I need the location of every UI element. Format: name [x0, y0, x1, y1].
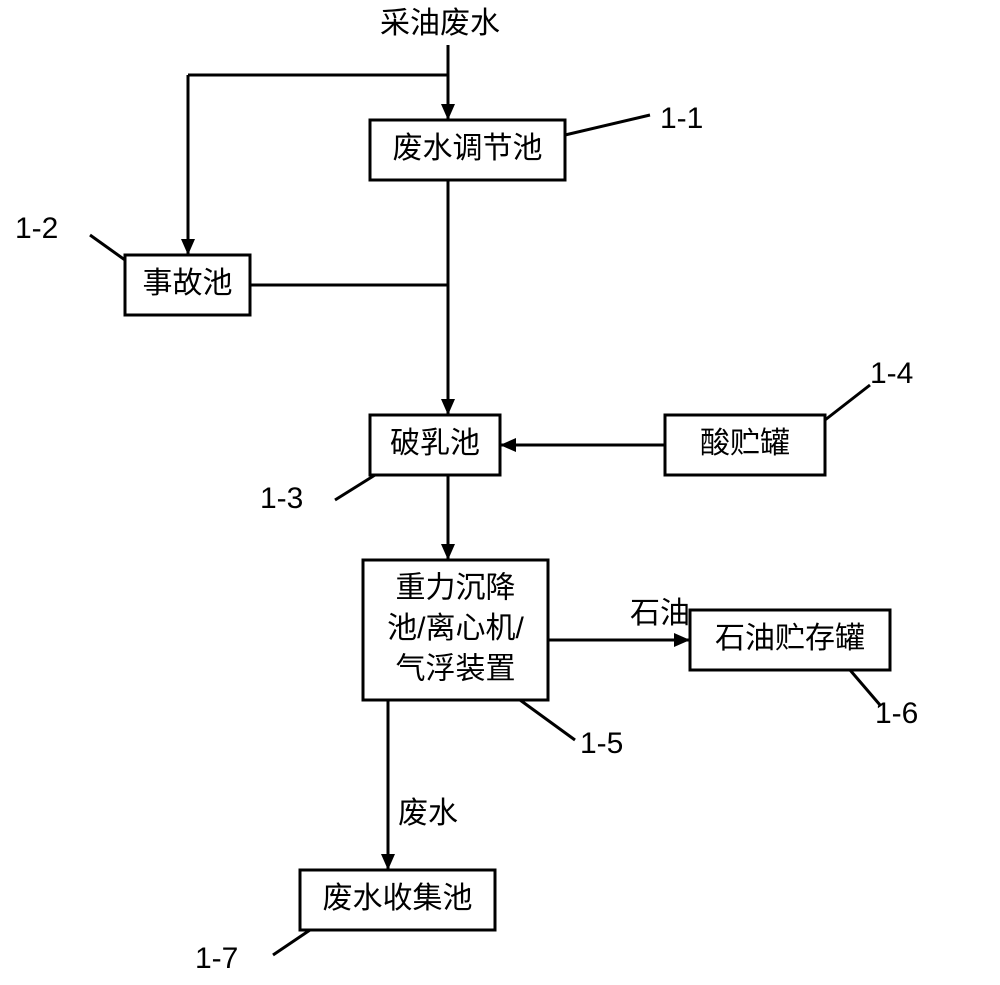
flow-node: 重力沉降池/离心机/气浮装置 1-5 — [363, 560, 623, 760]
node-label: 池/离心机/ — [387, 612, 524, 645]
leader-line — [520, 700, 575, 740]
flow-node: 酸贮罐 1-4 — [665, 357, 913, 475]
node-label: 重力沉降 — [396, 571, 516, 604]
arrowhead — [181, 239, 195, 255]
flow-node: 破乳池 1-3 — [260, 415, 500, 515]
flow-node: 事故池 1-2 — [15, 212, 250, 315]
node-id-label: 1-7 — [195, 942, 238, 975]
arrowhead — [441, 544, 455, 560]
flow-free-text: 废水 — [398, 797, 458, 830]
leader-line — [273, 930, 310, 955]
flow-free-text: 采油废水 — [380, 7, 500, 40]
leader-line — [335, 475, 375, 500]
node-label: 酸贮罐 — [700, 427, 790, 460]
flow-node: 废水收集池 1-7 — [195, 870, 495, 975]
flow-node: 石油贮存罐 1-6 — [690, 610, 918, 730]
arrowhead — [441, 399, 455, 415]
node-id-label: 1-3 — [260, 482, 303, 515]
node-label: 事故池 — [143, 267, 233, 300]
arrowhead — [441, 104, 455, 120]
leader-line — [90, 235, 125, 260]
node-id-label: 1-4 — [870, 357, 913, 390]
node-label: 废水收集池 — [323, 882, 473, 915]
leader-line — [565, 115, 650, 135]
arrowhead — [500, 438, 516, 452]
arrowhead — [381, 854, 395, 870]
node-label: 气浮装置 — [396, 652, 516, 685]
node-id-label: 1-6 — [875, 697, 918, 730]
arrowhead — [674, 633, 690, 647]
node-id-label: 1-1 — [660, 102, 703, 135]
node-id-label: 1-5 — [580, 727, 623, 760]
node-label: 石油贮存罐 — [715, 622, 865, 655]
flow-node: 废水调节池 1-1 — [370, 102, 703, 180]
leader-line — [825, 385, 870, 420]
node-label: 废水调节池 — [393, 132, 543, 165]
flow-free-text: 石油 — [630, 597, 690, 630]
flowchart: 废水调节池 1-1 事故池 1-2 破乳池 1-3 酸贮罐 1-4 重力沉降池/离心机/气浮装置… — [0, 0, 1000, 985]
node-label: 破乳池 — [390, 427, 480, 460]
node-id-label: 1-2 — [15, 212, 58, 245]
